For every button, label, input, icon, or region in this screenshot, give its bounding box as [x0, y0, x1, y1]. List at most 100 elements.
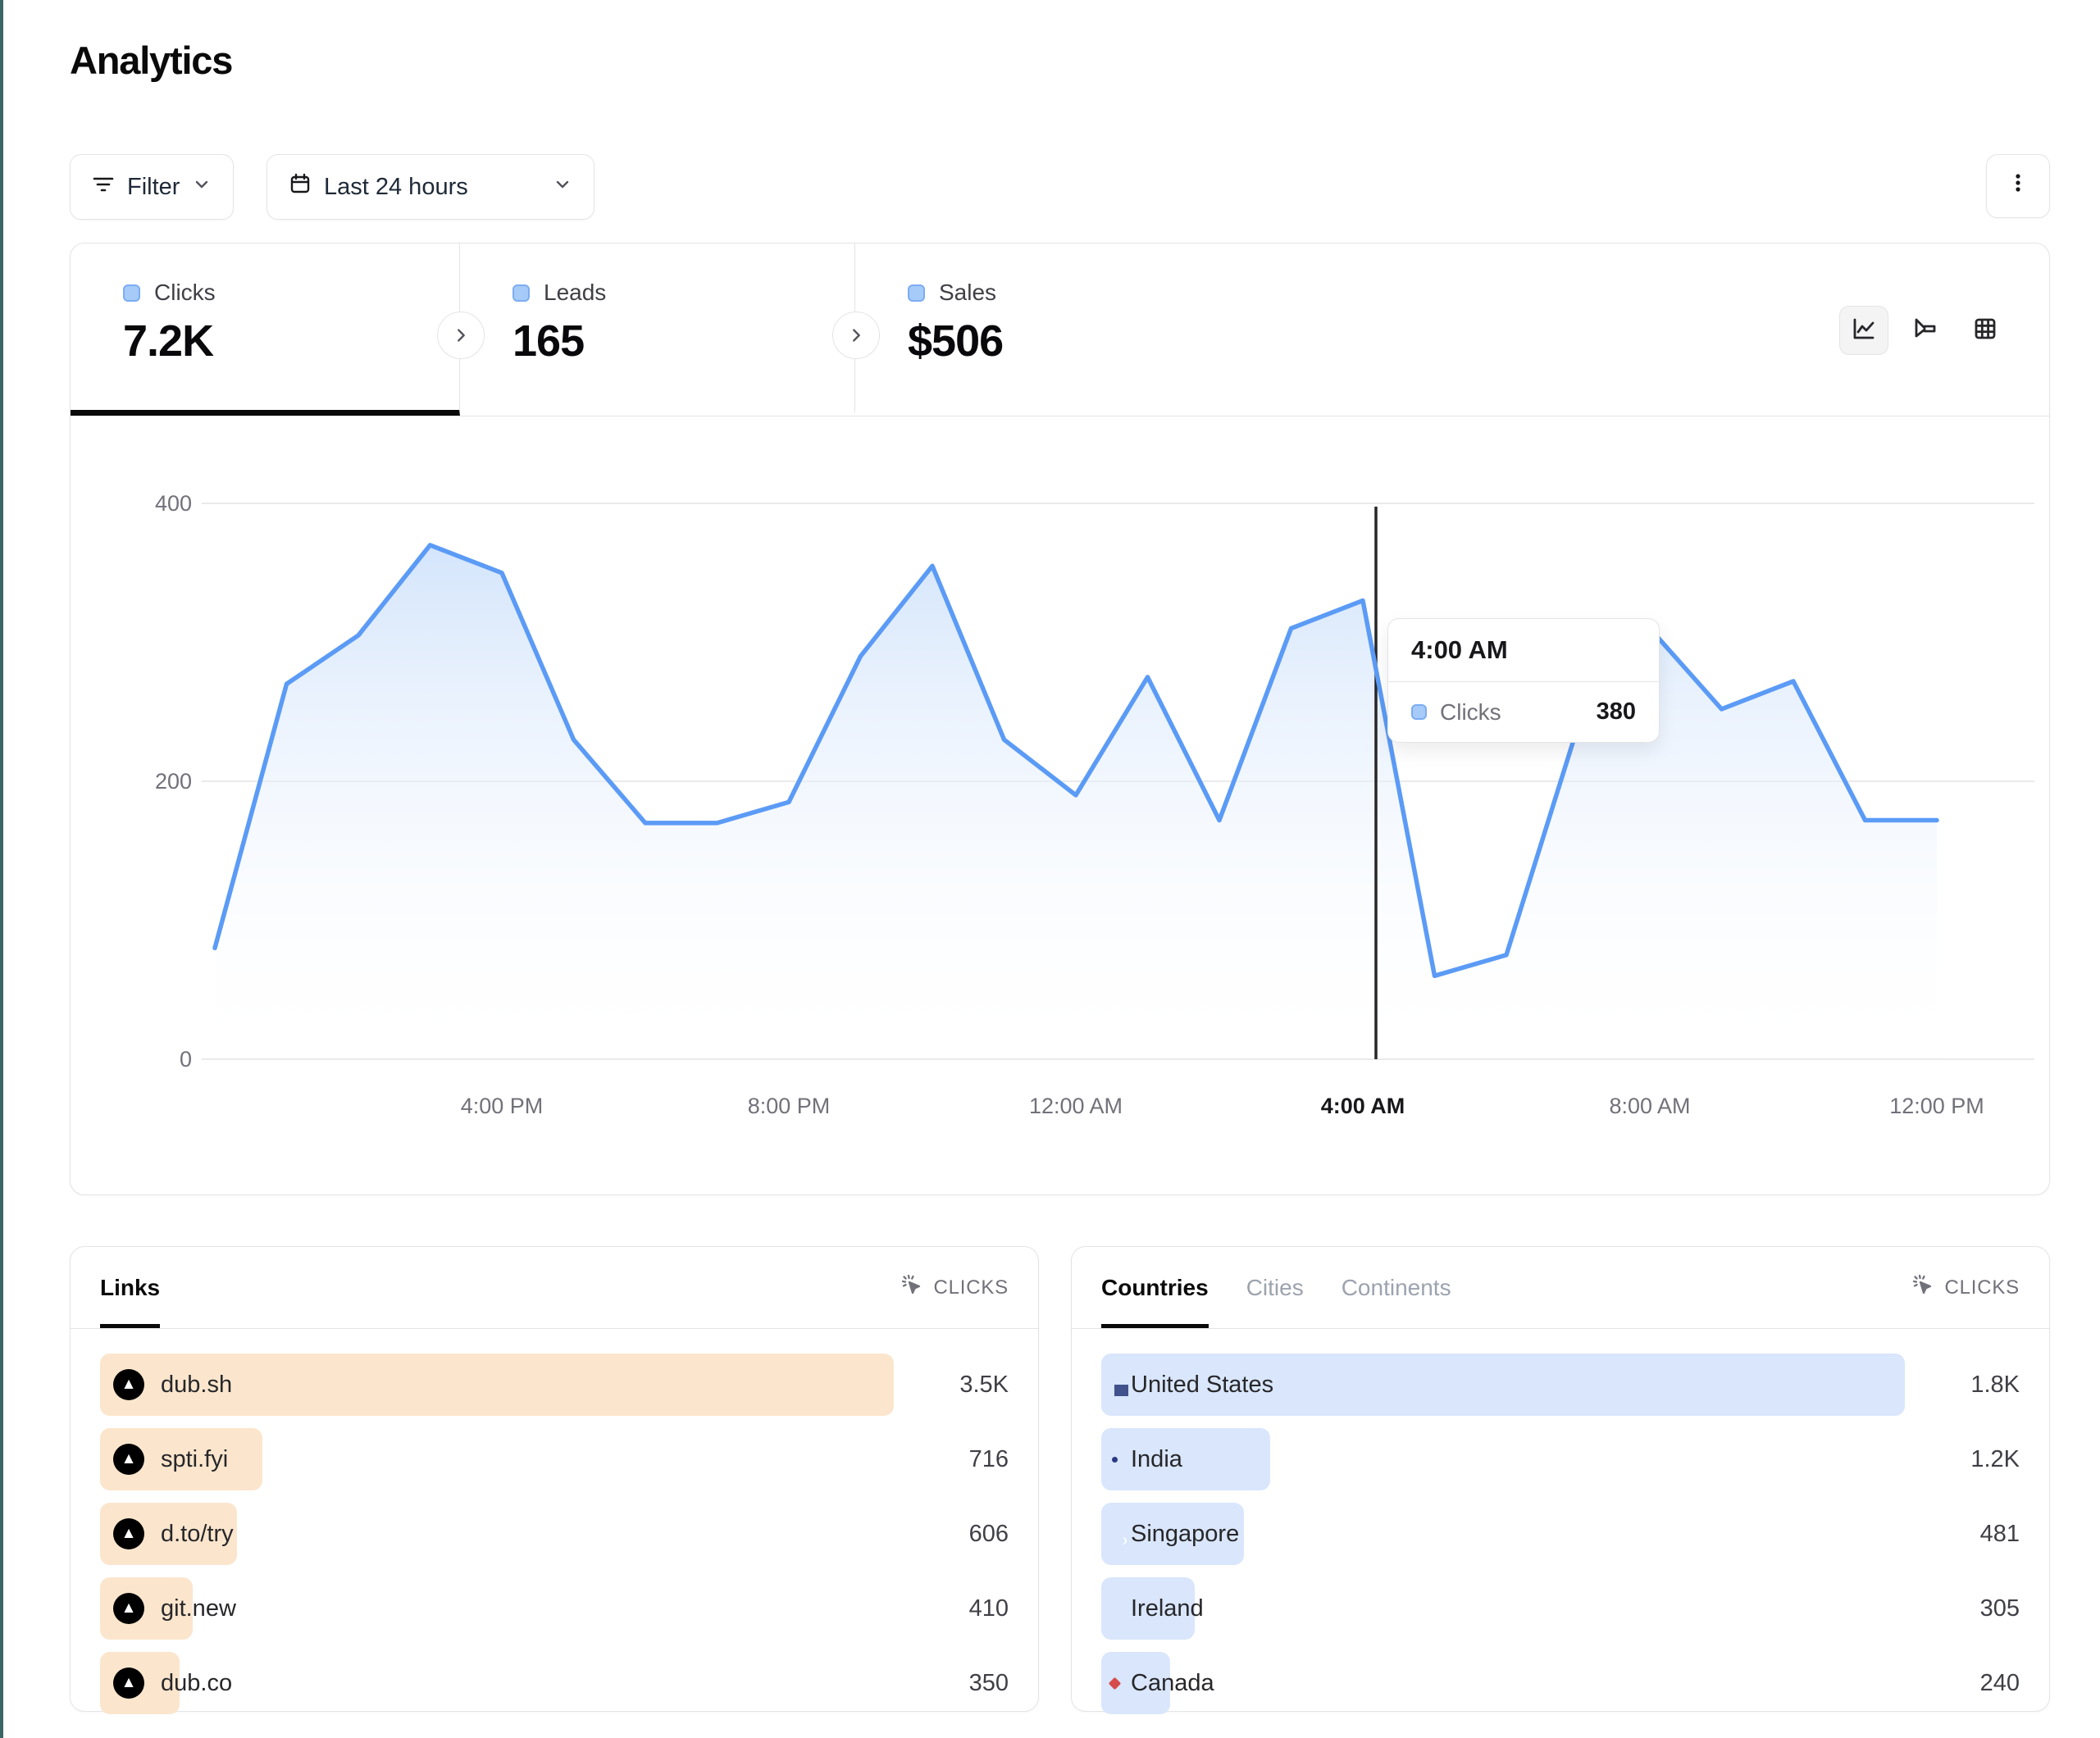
sales-value: $506 [908, 316, 1004, 366]
countries-list: United States 1.8K India 1.2K Singapore 481 Ir… [1072, 1329, 2049, 1714]
grid-icon [1972, 316, 1998, 346]
analytics-card: Clicks 7.2K Leads 165 Sales $506 [70, 243, 2050, 1195]
clicks-legend-square [123, 284, 140, 302]
dub-logo-icon: ▲ [113, 1444, 144, 1475]
list-item[interactable]: ▲ spti.fyi 716 [100, 1428, 1009, 1490]
item-label: d.to/try [161, 1520, 234, 1547]
item-value: 1.8K [1970, 1371, 2020, 1398]
list-item[interactable]: Ireland 305 [1101, 1577, 2020, 1640]
toolbar: Filter Last 24 hours [70, 154, 2050, 220]
list-item[interactable]: ▲ dub.sh 3.5K [100, 1354, 1009, 1416]
dub-logo-icon: ▲ [113, 1667, 144, 1699]
value-bar [1101, 1428, 1270, 1490]
item-value: 410 [968, 1595, 1009, 1622]
y-axis-tick: 400 [155, 491, 192, 516]
chevron-down-icon [553, 174, 572, 201]
item-value: 305 [1979, 1595, 2020, 1622]
x-axis-tick: 12:00 PM [1889, 1094, 1984, 1118]
item-label: dub.sh [161, 1371, 233, 1398]
calendar-icon [289, 172, 312, 202]
links-metric[interactable]: CLICKS [900, 1272, 1009, 1303]
item-label: git.new [161, 1595, 236, 1622]
stats-tabs: Clicks 7.2K Leads 165 Sales $506 [71, 243, 2049, 416]
cursor-click-icon [1911, 1272, 1935, 1303]
value-bar [1101, 1503, 1244, 1565]
links-list: ▲ dub.sh 3.5K ▲ spti.fyi 716 ▲ d.to/try 606 ▲ git.… [71, 1329, 1038, 1714]
area-fill [215, 544, 1937, 1059]
countries-metric[interactable]: CLICKS [1911, 1272, 2020, 1303]
tab-sales[interactable]: Sales $506 [855, 243, 2049, 416]
kebab-menu-icon [2007, 171, 2029, 201]
more-options-button[interactable] [1986, 154, 2050, 218]
list-item[interactable]: ▲ d.to/try 606 [100, 1503, 1009, 1565]
filter-button-label: Filter [127, 173, 180, 200]
funnel-icon [1911, 316, 1938, 346]
expand-leads-button[interactable] [437, 312, 485, 359]
list-item[interactable]: United States 1.8K [1101, 1354, 2020, 1416]
chart-canvas[interactable]: 0 200 400 4:00 PM 8:00 PM 12:00 AM 4:00 AM 8:00… [71, 416, 2049, 1195]
funnel-view-button[interactable] [1900, 306, 1949, 355]
tooltip-time: 4:00 AM [1388, 619, 1659, 682]
leads-legend-square [512, 284, 530, 302]
item-label: dub.co [161, 1669, 233, 1696]
chevron-down-icon [192, 174, 212, 201]
clicks-value: 7.2K [123, 316, 214, 366]
bars-filter-icon [92, 172, 115, 202]
item-value: 716 [968, 1445, 1009, 1472]
x-axis-tick: 4:00 AM [1321, 1094, 1405, 1118]
item-value: 3.5K [959, 1371, 1009, 1398]
filter-button[interactable]: Filter [70, 154, 235, 220]
tab-links[interactable]: Links [100, 1247, 161, 1328]
chart-tooltip: 4:00 AM Clicks 380 [1387, 618, 1660, 743]
tab-countries[interactable]: Countries [1101, 1247, 1209, 1328]
list-item[interactable]: India 1.2K [1101, 1428, 2020, 1490]
dub-logo-icon: ▲ [113, 1369, 144, 1400]
countries-tabs: Countries Cities Continents [1101, 1247, 1451, 1328]
x-axis-tick: 4:00 PM [461, 1094, 544, 1118]
table-view-button[interactable] [1961, 306, 2010, 355]
links-panel: Links CLICKS ▲ dub.sh 3.5K ▲ spti.fyi 716 ▲ d.t… [70, 1246, 1039, 1714]
line-chart-icon [1851, 316, 1877, 346]
tooltip-legend-square [1411, 704, 1427, 720]
leads-label: Leads [544, 280, 607, 305]
countries-panel: Countries Cities Continents CLICKS United … [1071, 1246, 2050, 1714]
clicks-area-chart[interactable]: 0 200 400 4:00 PM 8:00 PM 12:00 AM 4:00 AM 8:00… [71, 416, 2049, 1195]
page-title: Analytics [70, 39, 233, 82]
value-bar [1101, 1354, 1905, 1416]
sales-label: Sales [939, 280, 997, 305]
left-edge-accent [0, 0, 3, 1738]
item-value: 606 [968, 1520, 1009, 1547]
item-value: 481 [1979, 1520, 2020, 1547]
list-item[interactable]: Canada 240 [1101, 1652, 2020, 1714]
item-label: Singapore [1131, 1520, 1240, 1547]
tab-cities[interactable]: Cities [1246, 1274, 1304, 1300]
item-label: spti.fyi [161, 1445, 229, 1472]
item-label: India [1131, 1445, 1182, 1472]
expand-sales-button[interactable] [832, 312, 880, 359]
list-item[interactable]: ▲ dub.co 350 [100, 1652, 1009, 1714]
item-value: 1.2K [1970, 1445, 2020, 1472]
tooltip-value: 380 [1596, 698, 1636, 725]
value-bar [100, 1354, 894, 1416]
links-metric-label: CLICKS [933, 1276, 1009, 1299]
dub-logo-icon: ▲ [113, 1593, 144, 1624]
list-item[interactable]: Singapore 481 [1101, 1503, 2020, 1565]
item-value: 240 [1979, 1669, 2020, 1696]
tab-clicks[interactable]: Clicks 7.2K [71, 243, 460, 416]
chart-view-toggles [1839, 306, 2010, 355]
line-chart-view-button[interactable] [1839, 306, 1888, 355]
dub-logo-icon: ▲ [113, 1518, 144, 1549]
y-axis-tick: 200 [155, 769, 192, 794]
x-axis-tick: 8:00 AM [1609, 1094, 1690, 1118]
item-value: 350 [968, 1669, 1009, 1696]
x-axis-tick: 12:00 AM [1029, 1094, 1123, 1118]
list-item[interactable]: ▲ git.new 410 [100, 1577, 1009, 1640]
item-label: Ireland [1131, 1595, 1204, 1622]
tooltip-series-label: Clicks [1440, 698, 1501, 725]
item-label: United States [1131, 1371, 1274, 1398]
tab-continents[interactable]: Continents [1341, 1274, 1451, 1300]
clicks-label: Clicks [154, 280, 216, 305]
tab-leads[interactable]: Leads 165 [460, 243, 855, 416]
date-range-button[interactable]: Last 24 hours [266, 154, 594, 220]
